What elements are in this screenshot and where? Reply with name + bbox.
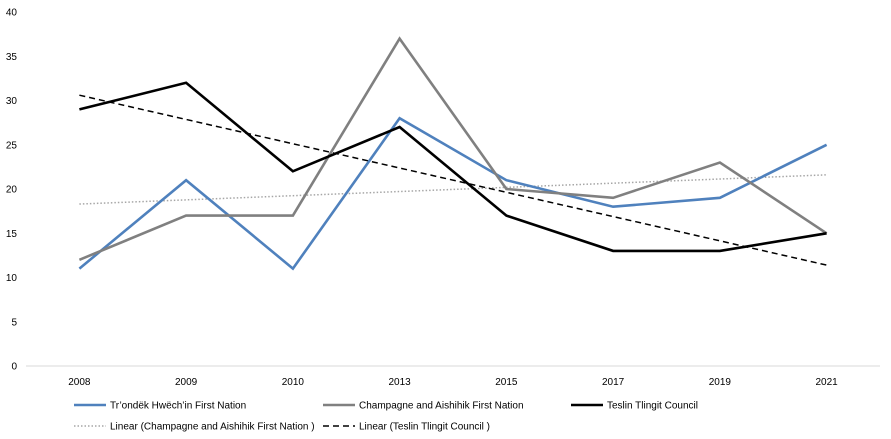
series-line-2: [79, 81, 827, 253]
series-lines: [78, 36, 828, 271]
y-tick-label: 35: [6, 52, 18, 63]
x-tick-label: 2021: [816, 377, 839, 388]
x-tick-label: 2015: [495, 377, 518, 388]
x-tick-label: 2010: [282, 377, 305, 388]
y-tick-label: 30: [6, 96, 18, 107]
legend-label: Linear (Champagne and Aishihik First Nat…: [110, 422, 315, 433]
legend: Tr’ondëk Hwëch’in First Nation Champagne …: [74, 401, 698, 433]
trendline-1: [79, 94, 827, 266]
series-line-0: [78, 116, 828, 271]
y-axis-ticks: 0 5 10 15 20 25 30 35 40: [6, 8, 18, 373]
x-tick-label: 2017: [602, 377, 625, 388]
legend-label: Teslin Tlingit Council: [607, 401, 698, 412]
y-tick-label: 0: [11, 362, 17, 373]
x-tick-label: 2019: [709, 377, 732, 388]
x-tick-label: 2008: [68, 377, 91, 388]
trendline-0: [79, 174, 827, 205]
y-tick-label: 40: [6, 8, 18, 19]
y-tick-label: 10: [6, 273, 18, 284]
y-tick-label: 25: [6, 140, 18, 151]
x-axis-ticks: 2008 2009 2010 2013 2015 2017 2019 2021: [68, 377, 838, 388]
x-tick-label: 2013: [389, 377, 412, 388]
x-tick-label: 2009: [175, 377, 198, 388]
series-line-1: [78, 36, 828, 262]
y-tick-label: 15: [6, 229, 18, 240]
y-tick-label: 5: [11, 317, 17, 328]
legend-label: Linear (Teslin Tlingit Council ): [359, 422, 490, 433]
legend-label: Champagne and Aishihik First Nation: [359, 401, 524, 412]
trendlines: [79, 94, 827, 266]
legend-label: Tr’ondëk Hwëch’in First Nation: [110, 401, 246, 412]
y-tick-label: 20: [6, 185, 18, 196]
